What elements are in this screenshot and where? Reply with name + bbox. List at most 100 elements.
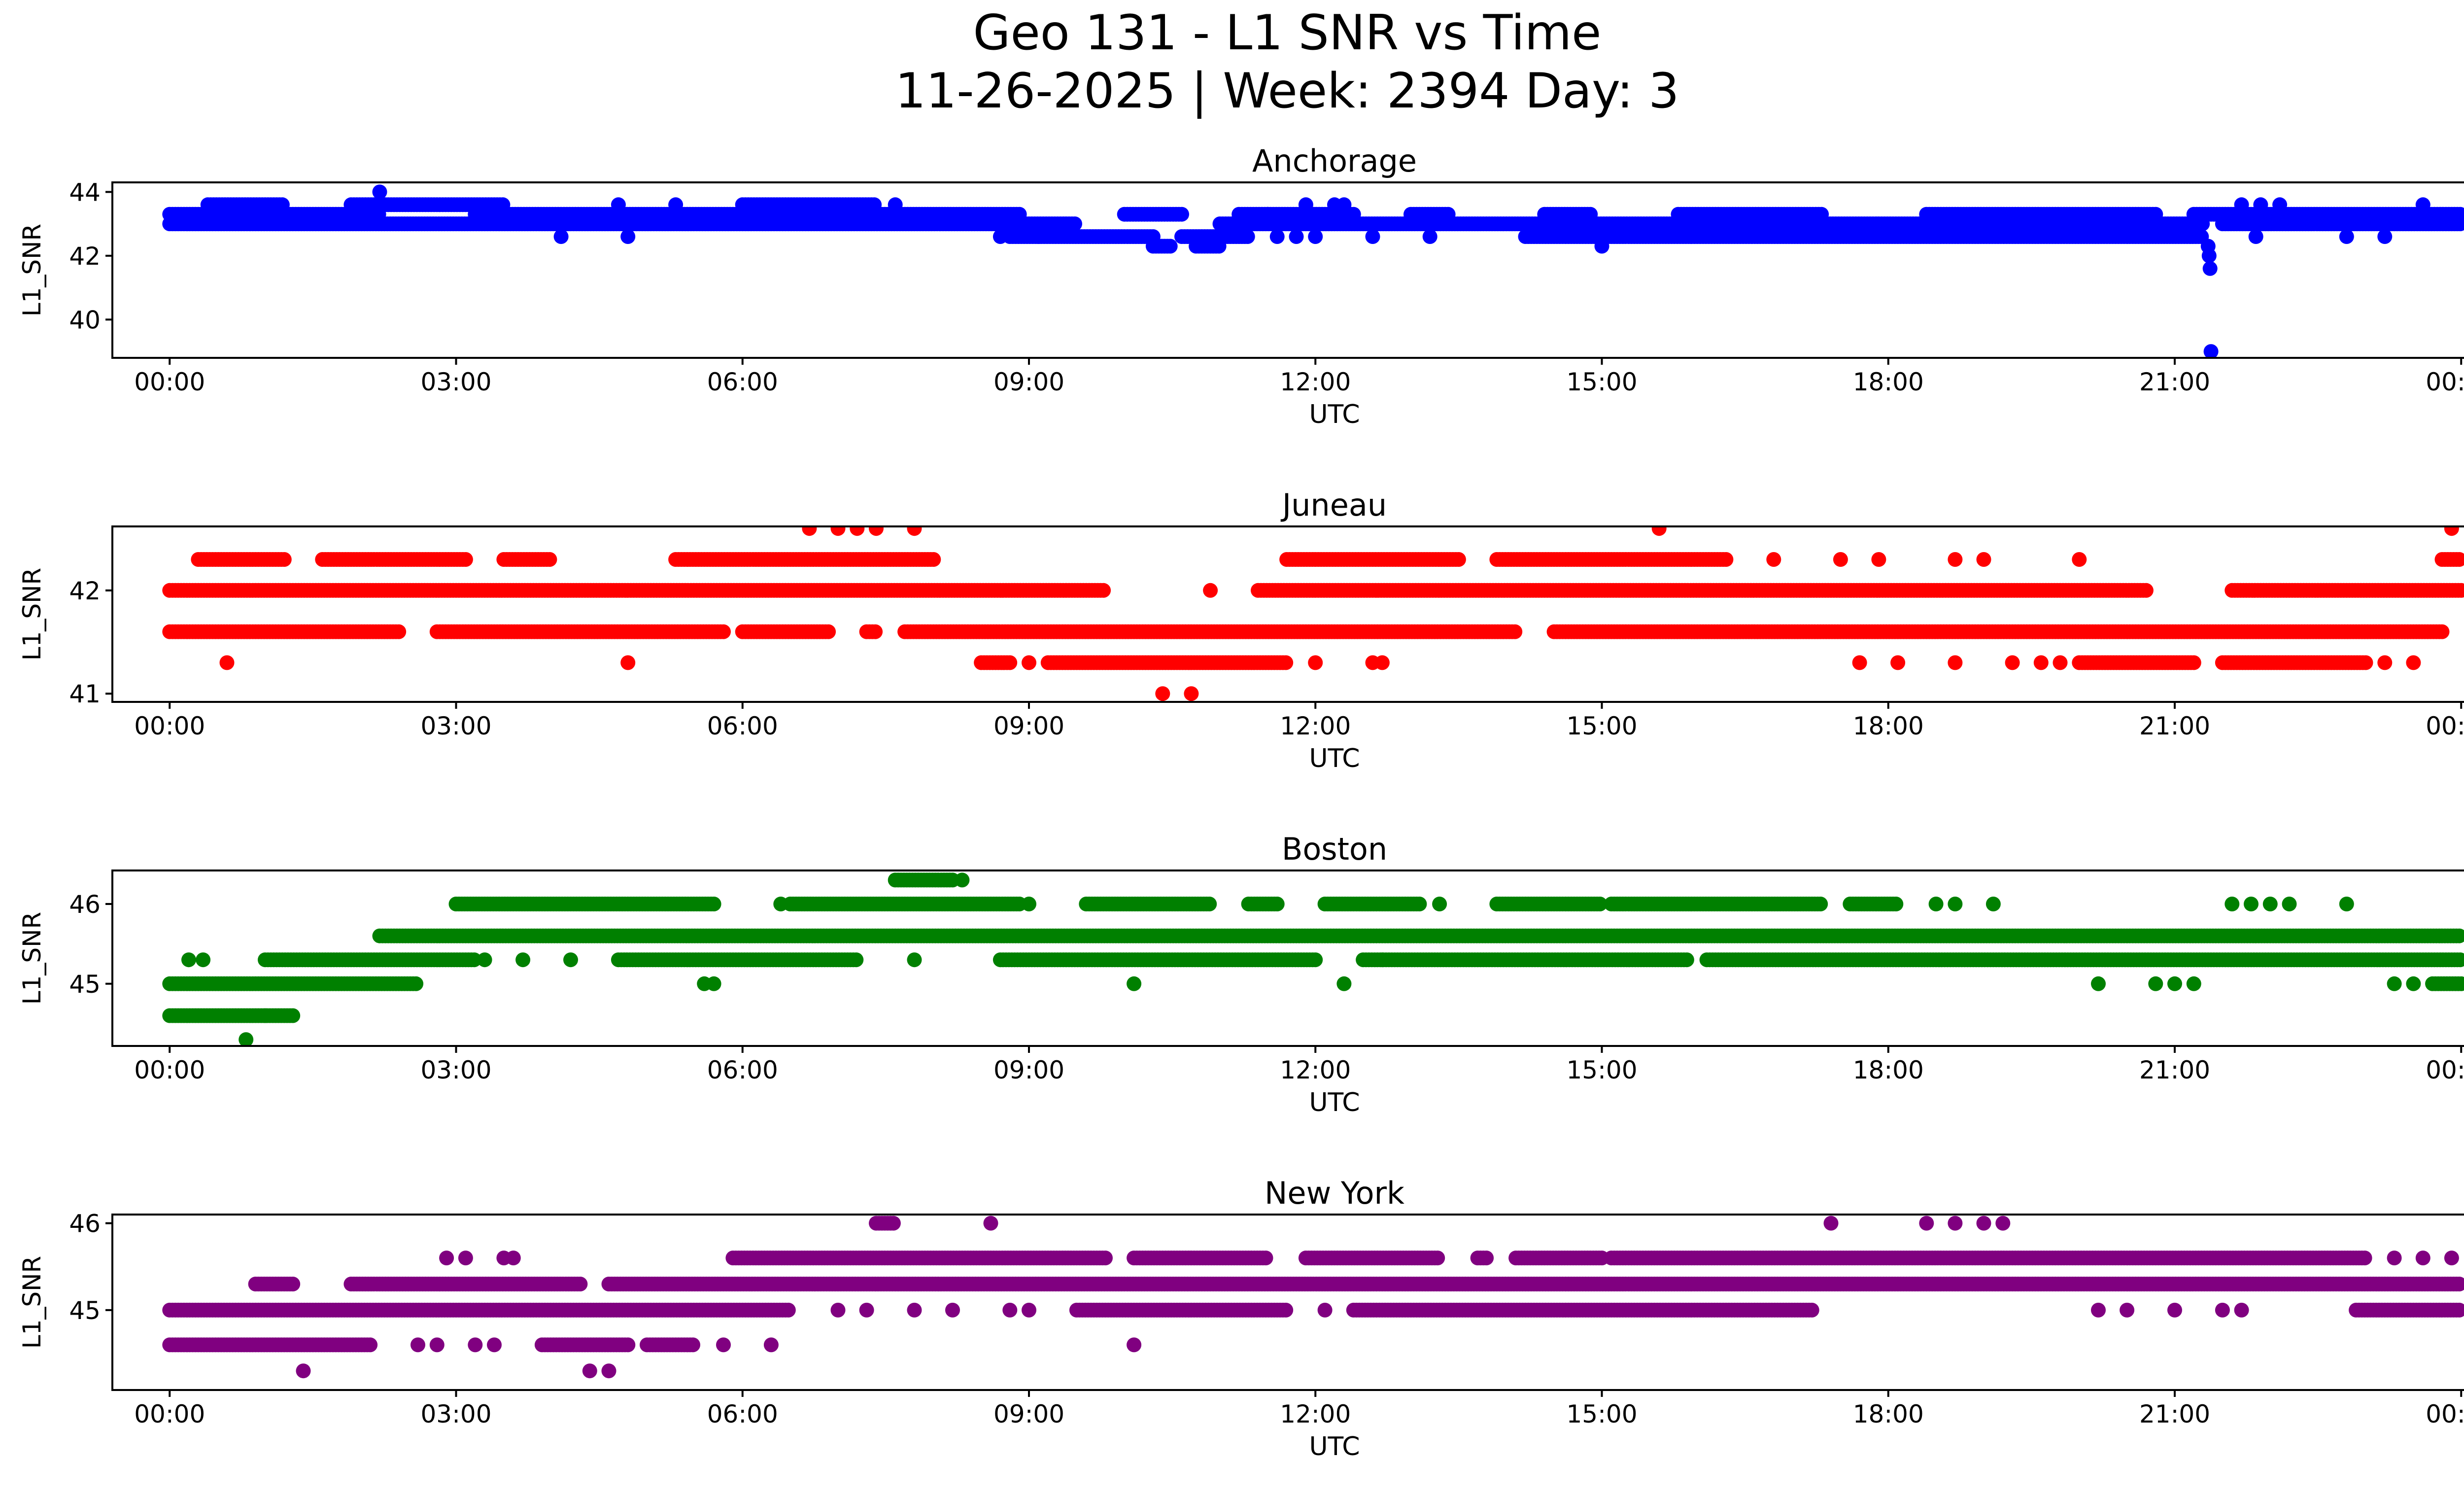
- data-point: [2272, 197, 2288, 212]
- data-point: [1067, 216, 1082, 232]
- data-point: [620, 229, 636, 244]
- figure-title-line2: 11-26-2025 | Week: 2394 Day: 3: [895, 63, 1679, 119]
- data-point: [2453, 216, 2464, 232]
- data-point: [2234, 197, 2249, 212]
- data-point: [1374, 655, 1390, 670]
- data-point: [907, 526, 922, 536]
- data-point: [2415, 197, 2430, 212]
- x-tick-label: 09:00: [993, 712, 1064, 740]
- data-points: [162, 184, 2464, 358]
- data-point: [888, 197, 903, 212]
- data-point: [2454, 583, 2464, 598]
- x-tick-label: 06:00: [707, 712, 778, 740]
- x-tick-label: 18:00: [1853, 368, 1924, 396]
- data-points: [162, 872, 2464, 1046]
- data-point: [2339, 229, 2354, 244]
- data-point: [1365, 229, 1380, 244]
- plot-frame: [111, 181, 2464, 359]
- x-tick-label: 00:00: [2426, 712, 2464, 740]
- data-point: [2201, 248, 2217, 263]
- data-point: [1211, 239, 1227, 254]
- data-point: [2434, 624, 2450, 639]
- data-point: [1852, 655, 1867, 670]
- data-point: [611, 197, 626, 212]
- y-axis-label: L1_SNR: [18, 568, 46, 661]
- data-point: [1507, 624, 1523, 639]
- data-point: [2253, 197, 2268, 212]
- data-point: [372, 184, 387, 200]
- data-point: [850, 526, 865, 536]
- x-axis-label: UTC: [1309, 744, 1360, 773]
- figure-title-line1: Geo 131 - L1 SNR vs Time: [973, 5, 1602, 61]
- data-point: [1451, 552, 1466, 567]
- subplot-title: Boston: [1282, 831, 1387, 867]
- data-point: [668, 197, 684, 212]
- y-tick-label: 41: [69, 680, 101, 708]
- x-tick-label: 03:00: [420, 368, 491, 396]
- data-point: [1203, 583, 1218, 598]
- data-point: [553, 229, 569, 244]
- y-tick-label: 42: [69, 577, 101, 605]
- data-point: [2444, 526, 2459, 536]
- data-point: [620, 655, 636, 670]
- data-point: [1308, 952, 1323, 968]
- data-point: [2186, 655, 2201, 670]
- x-axis-label: UTC: [1309, 400, 1360, 429]
- data-point: [716, 624, 731, 639]
- data-point: [1269, 229, 1285, 244]
- data-point: [2453, 952, 2464, 968]
- data-point: [2377, 229, 2393, 244]
- data-point: [992, 229, 1008, 244]
- data-point: [2202, 261, 2218, 276]
- data-point: [1833, 552, 1848, 567]
- data-point: [868, 624, 883, 639]
- data-point: [1031, 229, 1046, 244]
- data-point: [869, 526, 884, 536]
- data-point: [274, 197, 290, 212]
- x-tick-label: 15:00: [1566, 712, 1637, 740]
- data-point: [802, 526, 817, 536]
- data-point: [1184, 686, 1199, 701]
- y-tick-label: 40: [69, 306, 101, 334]
- data-point: [1976, 552, 1991, 567]
- data-point: [285, 1008, 301, 1023]
- data-points: [162, 526, 2464, 701]
- x-tick-label: 12:00: [1280, 712, 1351, 740]
- data-point: [1948, 655, 1963, 670]
- data-point: [1679, 952, 1694, 968]
- data-point: [2195, 216, 2210, 232]
- data-point: [1174, 207, 1189, 222]
- x-tick-label: 06:00: [707, 368, 778, 396]
- data-point: [391, 624, 407, 639]
- x-tick-label: 00:00: [134, 712, 205, 740]
- x-tick-label: 12:00: [1280, 368, 1351, 396]
- data-point: [1096, 583, 1111, 598]
- data-point: [495, 197, 511, 212]
- data-point: [1422, 229, 1437, 244]
- data-point: [2033, 655, 2049, 670]
- plot-frame: [111, 525, 2464, 703]
- x-tick-label: 15:00: [1566, 368, 1637, 396]
- data-point: [1308, 229, 1323, 244]
- data-point: [2138, 583, 2154, 598]
- data-point: [1155, 686, 1170, 701]
- data-point: [1240, 229, 1255, 244]
- data-point: [2454, 976, 2464, 991]
- data-point: [2203, 344, 2219, 358]
- data-point: [1336, 197, 1352, 212]
- data-point: [1002, 655, 1018, 670]
- y-tick-label: 44: [69, 178, 101, 207]
- data-point: [830, 526, 846, 536]
- x-tick-label: 00:00: [2426, 368, 2464, 396]
- data-point: [1890, 655, 1906, 670]
- x-tick-label: 21:00: [2139, 712, 2210, 740]
- data-point: [2248, 229, 2263, 244]
- data-point: [467, 952, 482, 968]
- data-point: [1022, 655, 1036, 670]
- data-point: [1298, 197, 1313, 212]
- data-point: [1766, 552, 1781, 567]
